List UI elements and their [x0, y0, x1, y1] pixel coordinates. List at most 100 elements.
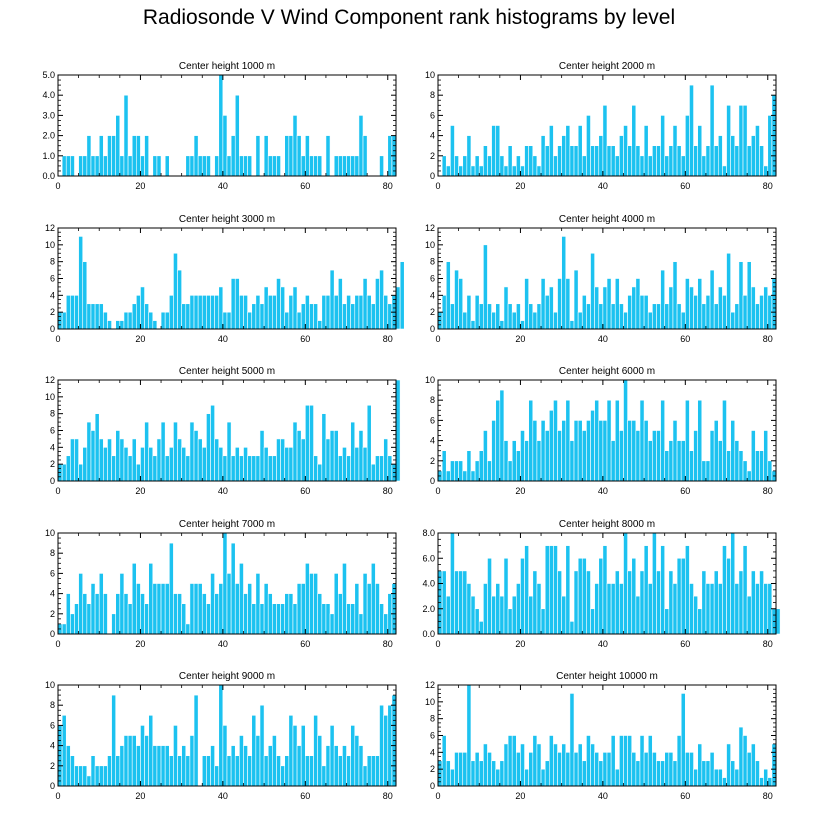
- x-tick-label: 60: [300, 639, 310, 649]
- histogram-bar: [325, 295, 331, 330]
- histogram-bar: [280, 286, 286, 330]
- histogram-bar: [697, 125, 703, 177]
- histogram-bar: [676, 735, 682, 787]
- histogram-bar: [321, 603, 327, 635]
- histogram-bar: [656, 760, 661, 787]
- histogram-bar: [763, 430, 769, 482]
- histogram-bar: [458, 752, 464, 787]
- histogram-bar: [561, 595, 567, 635]
- histogram-bar: [156, 583, 162, 635]
- x-tick-label: 60: [300, 486, 310, 496]
- histogram-bar: [123, 447, 129, 482]
- histogram-bar: [689, 583, 694, 635]
- histogram-bar: [487, 752, 492, 787]
- histogram-bar: [750, 286, 756, 330]
- histogram-bar: [222, 455, 228, 482]
- y-tick-label: 0: [50, 476, 55, 486]
- histogram-bar: [680, 440, 686, 482]
- histogram-bar: [201, 447, 207, 482]
- y-tick-label: 8: [50, 548, 55, 558]
- histogram-panel: Center height 8000 m 0 20 40 60 80 0.0 2.0 4.0 6.…: [422, 519, 781, 649]
- histogram-bar: [614, 399, 620, 482]
- histogram-bar: [214, 438, 220, 482]
- y-tick-label: 0.0: [422, 629, 435, 639]
- y-tick-label: 10: [425, 70, 435, 80]
- histogram-bar: [742, 460, 748, 482]
- histogram-bar: [358, 295, 364, 330]
- histogram-bar: [483, 583, 488, 635]
- histogram-bar: [177, 755, 182, 787]
- histogram-bar: [689, 450, 694, 482]
- histogram-bar: [152, 583, 158, 635]
- histogram-bar: [70, 295, 75, 330]
- histogram-bar: [697, 743, 703, 787]
- histogram-bar: [685, 115, 690, 177]
- histogram-bar: [107, 438, 112, 482]
- histogram-bar: [441, 570, 447, 635]
- histogram-bar: [350, 725, 356, 787]
- histogram-bar: [296, 583, 302, 635]
- histogram-bar: [755, 760, 760, 787]
- histogram-bar: [185, 303, 191, 330]
- histogram-bar: [189, 295, 195, 330]
- histogram-bar: [462, 752, 468, 787]
- histogram-bar: [259, 303, 265, 330]
- histogram-bar: [577, 125, 583, 177]
- y-tick-label: 4: [50, 290, 55, 300]
- histogram-bar: [635, 430, 641, 482]
- histogram-bar: [656, 430, 661, 482]
- histogram-bar: [520, 430, 525, 482]
- histogram-bar: [614, 570, 620, 635]
- histogram-bar: [569, 693, 575, 787]
- histogram-bar: [300, 725, 306, 787]
- histogram-bar: [218, 74, 224, 177]
- histogram-bar: [672, 420, 678, 482]
- histogram-bar: [325, 135, 331, 177]
- histogram-bar: [647, 311, 653, 330]
- histogram-bar: [181, 303, 187, 330]
- histogram-bar: [131, 562, 137, 635]
- histogram-bar: [70, 755, 75, 787]
- x-tick-label: 40: [218, 181, 228, 191]
- x-tick-label: 0: [435, 791, 440, 801]
- histogram-bar: [693, 430, 698, 482]
- histogram-bar: [226, 755, 232, 787]
- histogram-bar: [247, 155, 253, 177]
- histogram-bar: [181, 745, 187, 787]
- y-tick-label: 8: [50, 257, 55, 267]
- histogram-bar: [333, 573, 339, 635]
- histogram-bar: [759, 570, 764, 635]
- histogram-bar: [742, 545, 748, 635]
- histogram-bar: [734, 303, 740, 330]
- histogram-bar: [524, 145, 529, 177]
- y-tick-label: 0: [430, 324, 435, 334]
- histogram-bar: [631, 286, 637, 330]
- histogram-bar: [507, 608, 513, 635]
- histogram-bar: [478, 760, 484, 787]
- histogram-bar: [123, 311, 129, 330]
- x-tick-label: 40: [218, 486, 228, 496]
- histogram-bar: [685, 752, 690, 787]
- histogram-bar: [350, 303, 356, 330]
- histogram-bar: [206, 295, 211, 330]
- histogram-bar: [239, 735, 244, 787]
- histogram-bar: [263, 755, 269, 787]
- histogram-bar: [660, 399, 666, 482]
- histogram-bar: [466, 583, 472, 635]
- histogram-bar: [152, 455, 158, 482]
- y-tick-label: 8: [430, 257, 435, 267]
- histogram-bar: [734, 145, 740, 177]
- histogram-bar: [639, 155, 645, 177]
- histogram-bar: [127, 735, 133, 787]
- histogram-bar: [131, 735, 137, 787]
- histogram-bar: [201, 295, 207, 330]
- histogram-bar: [540, 278, 546, 330]
- x-tick-label: 40: [598, 486, 608, 496]
- x-tick-label: 20: [135, 334, 145, 344]
- histogram-bar: [255, 573, 261, 635]
- histogram-bar: [590, 743, 595, 787]
- y-tick-label: 4: [430, 131, 435, 141]
- histogram-bar: [251, 603, 257, 635]
- histogram-bar: [309, 755, 314, 787]
- histogram-bar: [565, 399, 571, 482]
